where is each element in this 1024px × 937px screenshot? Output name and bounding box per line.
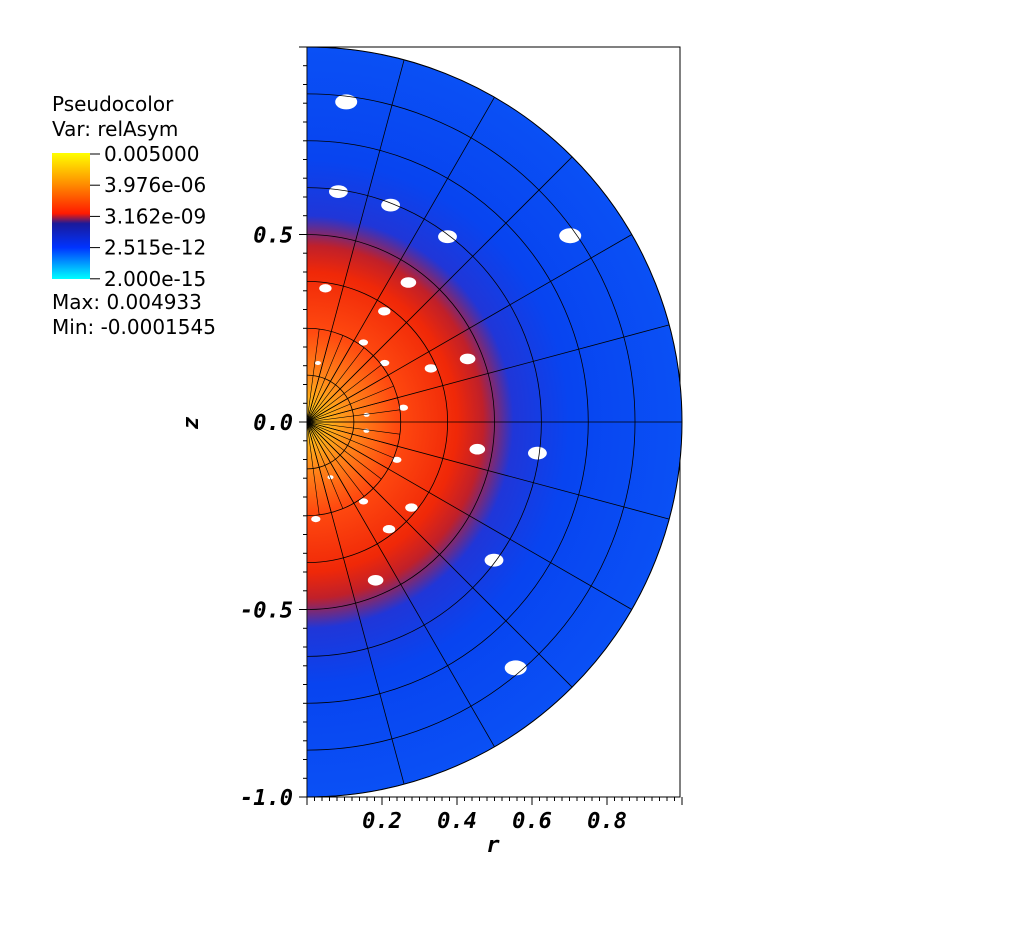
grid-ray-fine [307, 335, 344, 423]
white-feature [469, 443, 486, 455]
y-tick-label: -1.0 [240, 786, 293, 811]
white-feature [504, 660, 527, 676]
white-feature [398, 404, 408, 411]
white-feature [484, 553, 504, 567]
field-group [307, 47, 682, 797]
white-feature [392, 456, 402, 463]
white-feature [363, 412, 370, 417]
grid-ray-fine [307, 421, 400, 435]
x-axis: 0.2 0.4 0.6 0.8 [306, 797, 683, 834]
legend-colorbar [52, 153, 90, 279]
x-tick-label: 0.4 [437, 809, 477, 834]
legend-level-label: 0.005000 [104, 142, 199, 166]
x-tick-label: 0.2 [362, 809, 402, 834]
grid-ray-fine [307, 347, 365, 423]
legend-level-label: 2.000e-15 [104, 267, 206, 291]
grid-ray-fine [307, 421, 394, 459]
grid-ray-fine [307, 385, 394, 423]
white-feature [329, 185, 348, 199]
white-feature [319, 284, 332, 293]
y-axis-title: z [179, 416, 204, 429]
grid-ray-fine [307, 421, 320, 515]
white-feature [327, 475, 334, 480]
white-feature [367, 575, 384, 586]
grid-ray-fine [307, 421, 355, 504]
y-axis: 0.5 0.0 -0.5 -1.0 [240, 46, 307, 811]
white-feature [358, 339, 368, 346]
grid-ray-fine [307, 421, 382, 480]
legend-level-label: 3.162e-09 [104, 204, 206, 228]
grid-ray-fine [307, 364, 382, 423]
white-feature [400, 277, 417, 288]
grid-ray-fine [307, 421, 398, 447]
legend-level-label: 3.976e-06 [104, 173, 206, 197]
grid-ray-fine [307, 421, 389, 470]
grid-ray-fine [307, 397, 398, 423]
white-feature [378, 307, 391, 316]
white-features [311, 94, 582, 676]
grid-ray-fine [307, 421, 332, 513]
grid-ray-fine [307, 374, 389, 423]
grid-ray-fine [307, 329, 320, 423]
grid-ray-fine [307, 421, 365, 497]
grid-ray-fine [307, 409, 400, 423]
white-feature [528, 446, 547, 460]
white-feature [405, 503, 418, 512]
white-feature [380, 359, 390, 367]
white-feature [311, 516, 321, 523]
grid-ray-fine [307, 355, 374, 423]
white-feature [358, 498, 369, 505]
x-tick-label: 0.6 [512, 809, 552, 834]
legend-max: Max: 0.004933 [52, 290, 202, 314]
half-disk-outline [306, 46, 683, 798]
grid-ray-fine [307, 340, 355, 423]
legend: Pseudocolor Var: relAsym 0.005000 3.976e-… [52, 92, 216, 339]
x-axis-title: r [486, 833, 500, 858]
y-tick-label: 0.5 [253, 224, 293, 249]
legend-title: Pseudocolor [52, 92, 174, 116]
white-feature [459, 353, 476, 365]
legend-levels: 0.005000 3.976e-06 3.162e-09 2.515e-12 2.000… [90, 142, 206, 291]
white-feature [438, 230, 457, 244]
x-tick-label: 0.8 [587, 809, 627, 834]
grid-ray-fine [307, 421, 344, 509]
white-feature [424, 364, 438, 373]
white-feature [381, 198, 400, 212]
legend-level-label: 2.515e-12 [104, 236, 206, 260]
y-tick-label: 0.0 [253, 411, 293, 436]
grid-ray-fine [307, 421, 374, 489]
y-tick-label: -0.5 [240, 599, 293, 624]
white-feature [314, 361, 321, 365]
grid-ray-fine [307, 331, 332, 423]
white-feature [335, 94, 358, 110]
legend-min: Min: -0.0001545 [52, 315, 216, 339]
white-feature [559, 228, 582, 244]
white-feature [382, 525, 396, 534]
legend-var-label: Var: relAsym [52, 117, 178, 141]
